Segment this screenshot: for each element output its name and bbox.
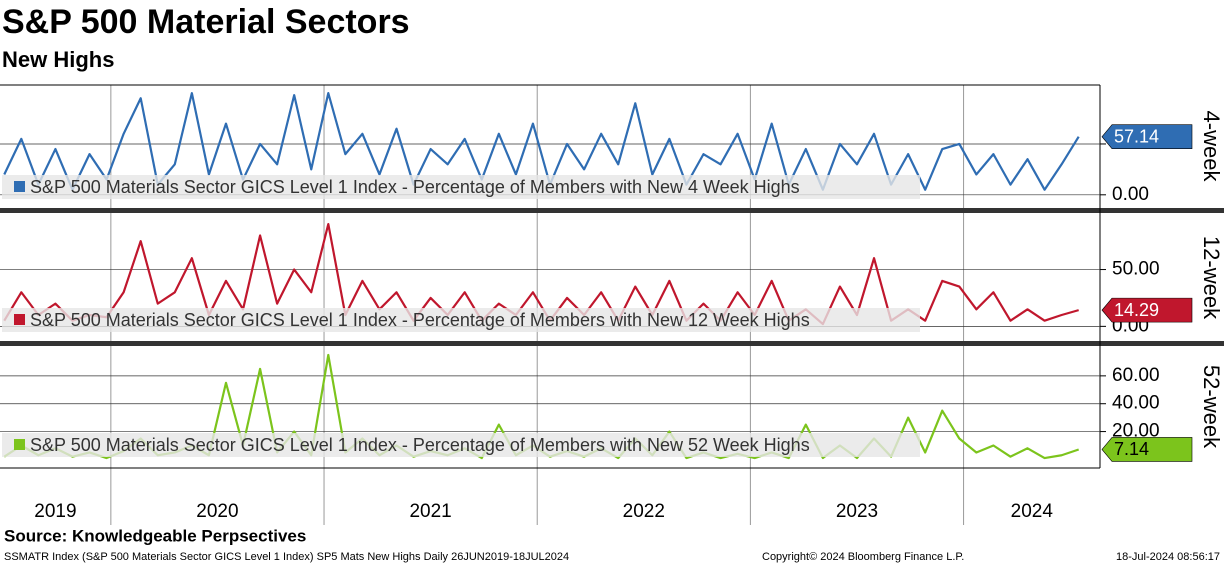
panel-label: 12-week [1199,236,1224,320]
legend-background [2,175,920,199]
x-tick-label: 2022 [623,501,665,522]
legend-label: S&P 500 Materials Sector GICS Level 1 In… [30,435,810,455]
last-value-tag [1101,297,1193,323]
legend-background [2,433,920,457]
y-tick-label: 50.00 [1112,259,1160,280]
x-tick-label: 2021 [409,501,451,522]
x-tick-label: 2024 [1011,501,1054,522]
footer-left: SSMATR Index (S&P 500 Materials Sector G… [4,551,569,563]
chart-title: S&P 500 Material Sectors [2,3,410,41]
y-tick-label: 40.00 [1112,393,1160,414]
last-value-tag [1101,124,1193,150]
legend-swatch [14,181,25,192]
last-value-label: 14.29 [1114,300,1159,320]
footer-center: Copyright© 2024 Bloomberg Finance L.P. [762,551,964,563]
legend-label: S&P 500 Materials Sector GICS Level 1 In… [30,310,810,330]
legend-background [2,308,920,332]
y-tick-label: 0.00 [1112,184,1149,205]
last-value-label: 7.14 [1114,439,1149,459]
x-tick-label: 2019 [34,501,76,522]
panel-separator [0,208,1224,213]
legend-swatch [14,439,25,450]
last-value-tag [1101,437,1193,462]
source: Source: Knowledgeable Perpsectives [4,526,306,545]
legend-label: S&P 500 Materials Sector GICS Level 1 In… [30,177,800,197]
y-tick-label: 20.00 [1112,421,1160,442]
x-tick-label: 2020 [196,501,238,522]
y-tick-label: 60.00 [1112,365,1160,386]
legend-swatch [14,314,25,325]
series-line [3,92,1080,191]
footer-right: 18-Jul-2024 08:56:17 [1116,551,1220,563]
last-value-label: 57.14 [1114,126,1159,146]
chart-subtitle: New Highs [2,47,114,72]
panel-label: 52-week [1199,365,1224,449]
panel-separator [0,341,1224,346]
panel-label: 4-week [1199,111,1224,183]
x-tick-label: 2023 [836,501,878,522]
